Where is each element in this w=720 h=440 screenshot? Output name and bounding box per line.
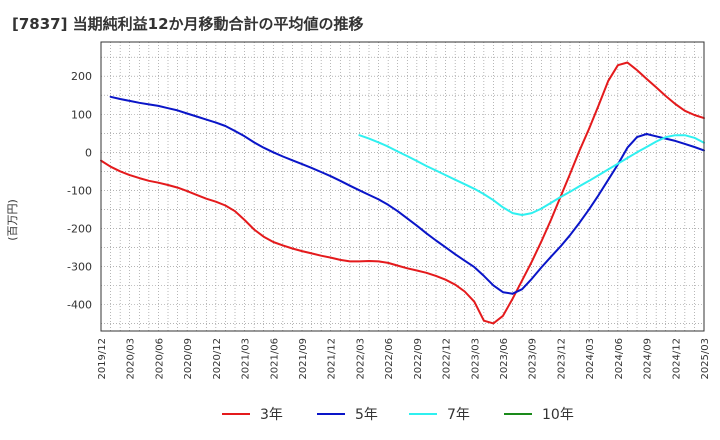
legend-item: 10年 [504, 402, 574, 426]
series-layer [100, 61, 705, 325]
legend-label: 5年 [355, 407, 378, 423]
axis-layer: -400 -300 -200 -100 0 100 200 2019/12 2020/03 202… [67, 70, 711, 379]
x-tick-label: 2022/06 [384, 338, 395, 380]
x-tick-label: 2025/03 [700, 338, 711, 380]
x-tick-label: 2023/09 [528, 338, 539, 380]
x-tick-label: 2021/03 [241, 338, 252, 380]
x-tick-label: 2022/12 [442, 338, 453, 380]
y-tick-label: -100 [67, 184, 92, 197]
x-tick-label: 2024/03 [585, 338, 596, 380]
x-tick-label: 2019/12 [97, 338, 108, 380]
x-tick-label: 2020/12 [212, 338, 223, 380]
plot-frame [100, 41, 705, 332]
legend-swatch [222, 413, 250, 415]
y-tick-label: -300 [67, 260, 92, 273]
y-tick-label: 100 [71, 108, 92, 121]
x-tick-label: 2024/06 [614, 338, 625, 380]
legend-label: 10年 [542, 407, 574, 423]
x-tick-label: 2023/03 [470, 338, 481, 380]
legend-item: 7年 [409, 402, 470, 426]
legend-swatch [504, 413, 532, 415]
legend-item: 3年 [222, 402, 283, 426]
x-tick-label: 2020/03 [126, 338, 137, 380]
legend-swatch [409, 413, 437, 415]
grid-layer [101, 42, 704, 331]
series-line-5年 [109, 95, 705, 295]
legend: 3年 5年 7年 10年 [0, 402, 720, 426]
x-tick-label: 2021/09 [298, 338, 309, 380]
series-line-3年 [100, 61, 705, 325]
x-tick-label: 2021/06 [269, 338, 280, 380]
x-tick-label: 2020/06 [154, 338, 165, 380]
y-tick-label: -400 [67, 298, 92, 311]
x-tick-label: 2022/09 [413, 338, 424, 380]
chart-title: [7837] 当期純利益12か月移動合計の平均値の推移 [12, 15, 364, 33]
x-tick-label: 2021/12 [327, 338, 338, 380]
legend-item: 5年 [317, 402, 378, 426]
y-tick-label: 0 [85, 146, 92, 159]
legend-swatch [317, 413, 345, 415]
legend-label: 3年 [260, 407, 283, 423]
x-tick-label: 2022/03 [355, 338, 366, 380]
x-tick-label: 2023/12 [556, 338, 567, 380]
series-line-7年 [358, 134, 705, 216]
x-tick-label: 2023/06 [499, 338, 510, 380]
y-tick-label: 200 [71, 70, 92, 83]
x-tick-label: 2020/09 [183, 338, 194, 380]
x-tick-label: 2024/12 [671, 338, 682, 380]
y-tick-label: -200 [67, 222, 92, 235]
x-tick-label: 2024/09 [643, 338, 654, 380]
legend-label: 7年 [447, 407, 470, 423]
